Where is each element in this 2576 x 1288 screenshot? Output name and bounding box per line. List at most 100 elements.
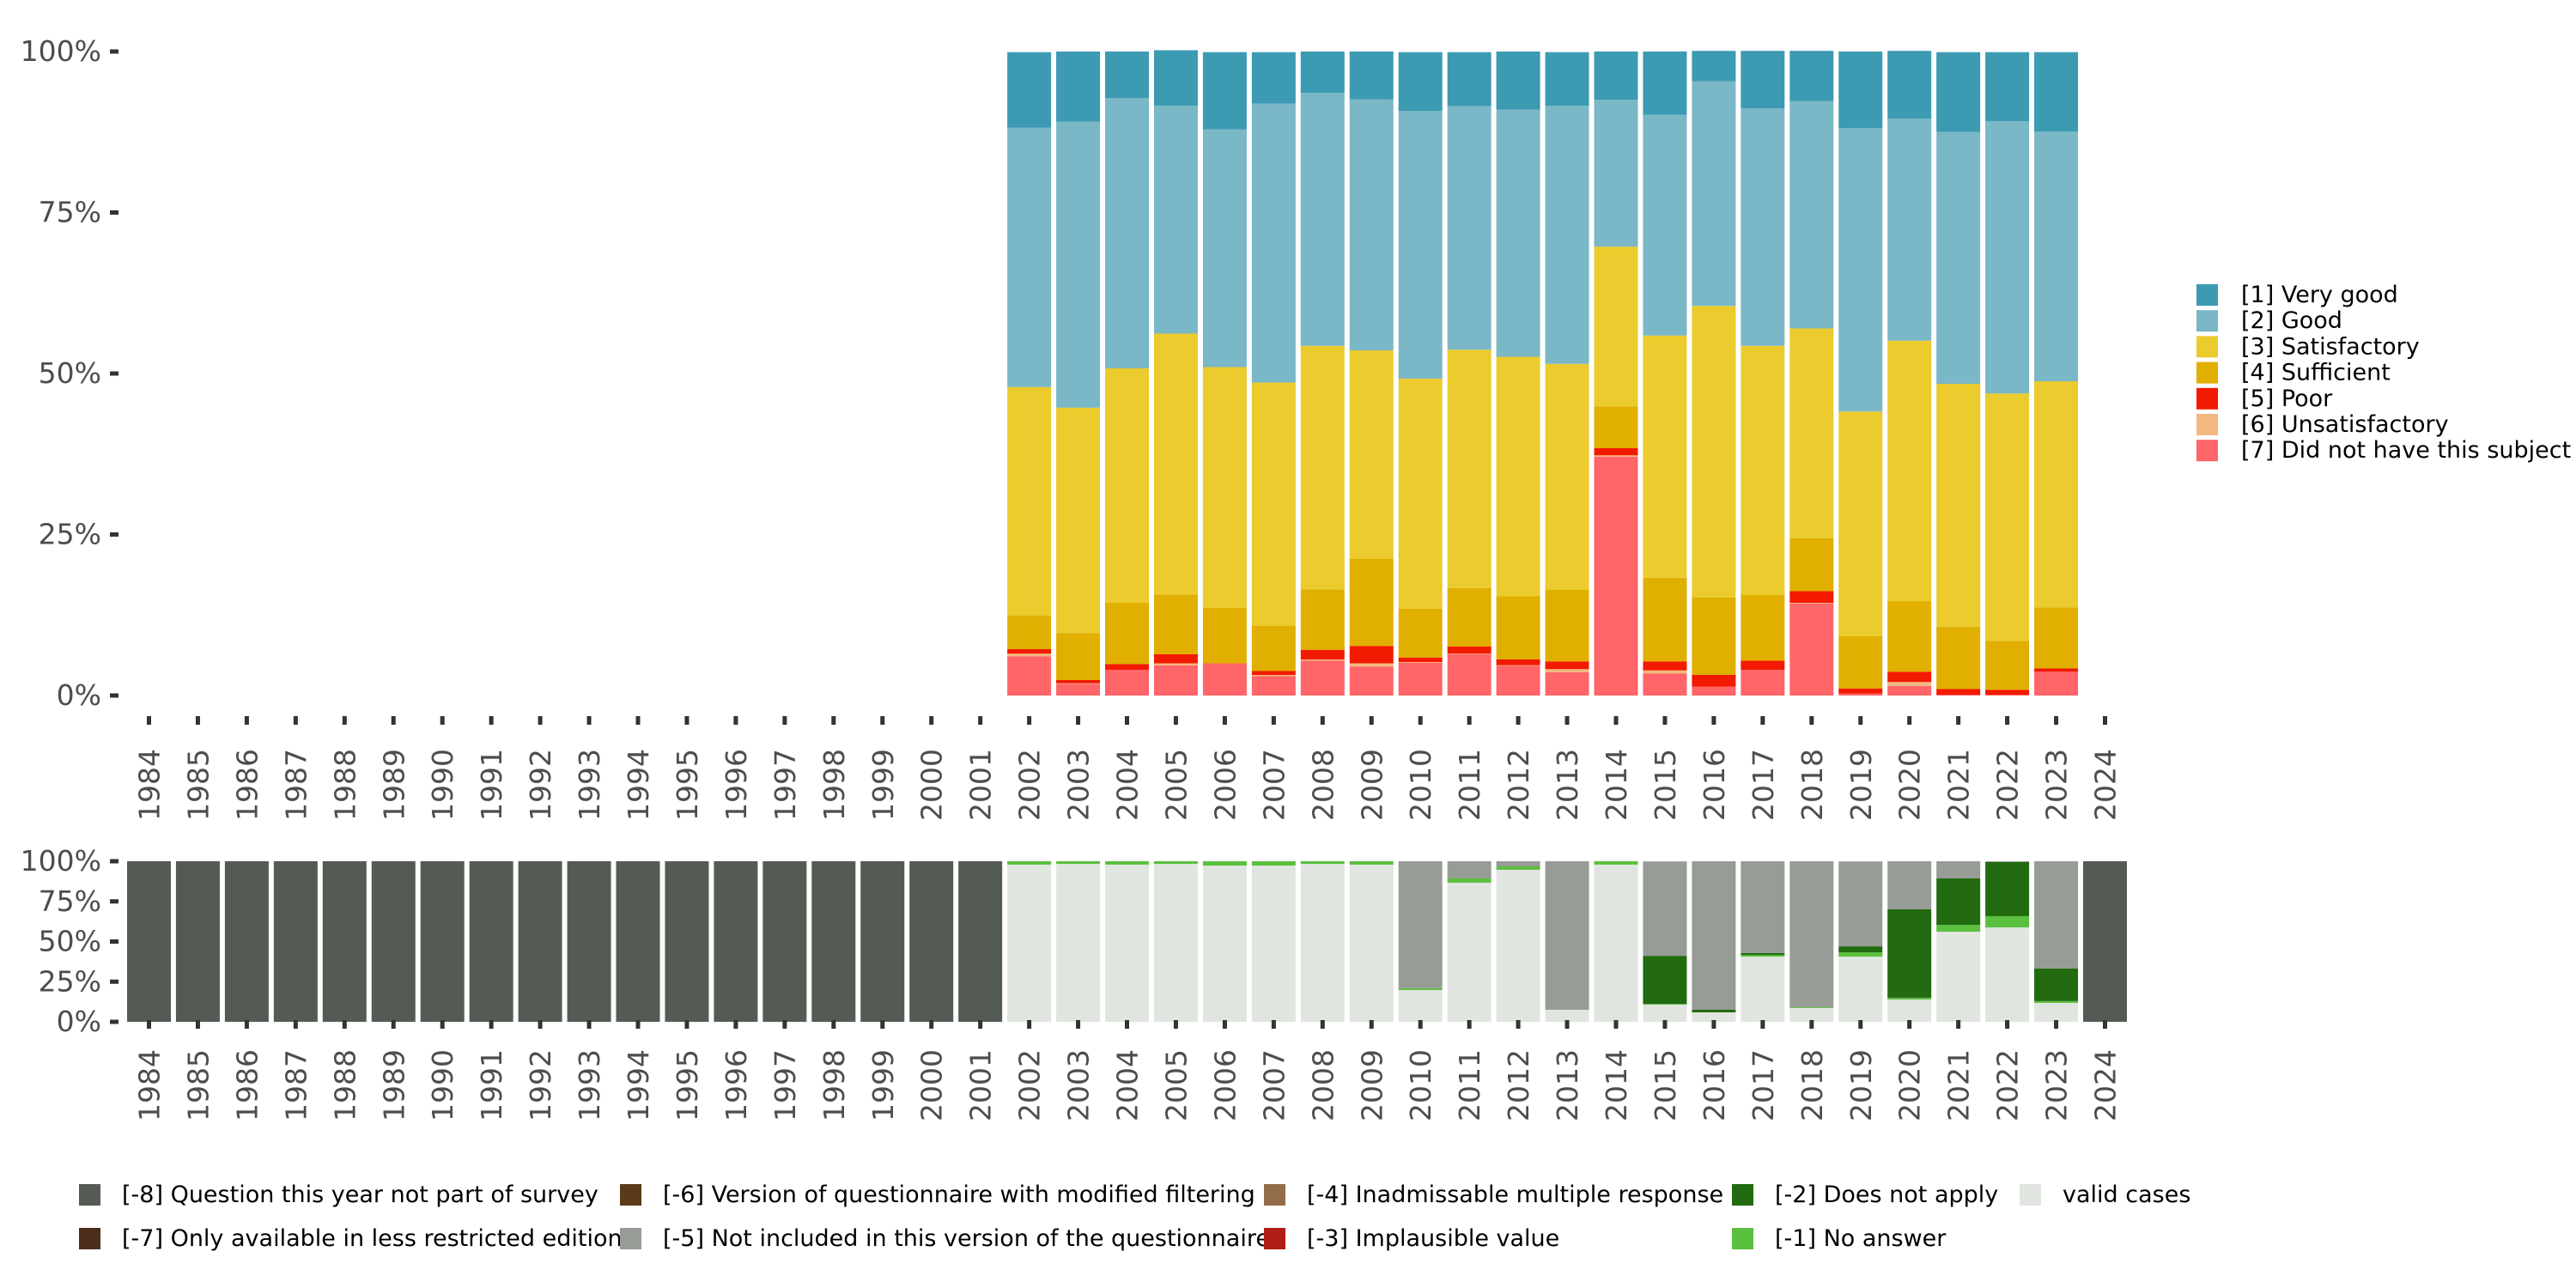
x-tick-label-1999: 1999 [866, 749, 900, 821]
bar-segment-2014-7-did-not-have-this-subject [1594, 456, 1638, 696]
bar-segment-2009-3-satisfactory [1349, 350, 1394, 559]
bar-segment-2019-3-satisfactory [1838, 411, 1883, 636]
bar-segment-2022-5-not-included-in-this-version-of-the-questionnaire [1985, 861, 2030, 862]
bar-segment-2008-1-no-answer [1300, 861, 1345, 864]
bar-segment-2010-2-good [1398, 111, 1443, 379]
x-tick-mark [2054, 1020, 2059, 1029]
bar-segment-2014-6-unsatisfactory [1594, 455, 1638, 457]
bar-segment-2019-5-not-included-in-this-version-of-the-questionnaire [1838, 861, 1883, 947]
bar-segment-2016-5-poor [1692, 675, 1736, 687]
x-tick-mark [195, 1020, 200, 1029]
bar-segment-1997-8-question-this-year-not-part-of-survey [762, 861, 807, 1022]
top-chart-grades: 0% 25% 50% 75% 100% 1984 1985 1986 1987 1988 1989 1… [21, 34, 2123, 821]
bar-segment-1992-8-question-this-year-not-part-of-survey [518, 861, 562, 1022]
x-tick-label-2018: 2018 [1795, 1049, 1829, 1121]
x-tick-label-2009: 2009 [1355, 1049, 1388, 1121]
y-tick-mark [110, 1019, 118, 1024]
x-tick-label-2005: 2005 [1159, 749, 1193, 821]
x-tick-label-1991: 1991 [475, 1049, 508, 1121]
bar-segment-2004-3-satisfactory [1105, 368, 1149, 603]
bar-segment-2022-4-sufficient [1985, 641, 2030, 690]
bar-segment-2008-3-satisfactory [1300, 345, 1345, 590]
x-tick-mark [1711, 716, 1716, 725]
x-tick-mark [586, 716, 592, 725]
x-tick-mark [1027, 716, 1032, 725]
legend-swatch [2196, 440, 2218, 462]
bar-segment-2002-5-poor [1007, 649, 1052, 654]
legend-label: [-7] Only available in less restricted e… [122, 1225, 623, 1252]
x-tick-mark [147, 716, 151, 725]
x-tick-label-1989: 1989 [377, 749, 410, 821]
legend-label: [7] Did not have this subject [2241, 437, 2571, 464]
bar-segment-2009-5-poor [1349, 646, 1394, 664]
x-tick-mark [1809, 1020, 1814, 1029]
x-tick-label-2017: 2017 [1747, 1049, 1780, 1121]
x-tick-mark [880, 1020, 885, 1029]
bar-segment-2006-7-did-not-have-this-subject [1202, 663, 1247, 696]
bar-segment-2017-1-no-answer [1741, 955, 1785, 957]
bar-segment-2010-valid-cases [1398, 989, 1443, 1022]
bar-segment-2020-2-good [1887, 118, 1932, 341]
bar-segment-2017-3-satisfactory [1741, 345, 1785, 595]
x-tick-mark [1076, 716, 1081, 725]
bar-segment-2007-valid-cases [1251, 866, 1296, 1022]
x-tick-label-1993: 1993 [573, 749, 606, 821]
bar-segment-2017-2-good [1741, 108, 1785, 346]
bar-segment-2008-7-did-not-have-this-subject [1300, 660, 1345, 696]
bar-segment-2019-2-does-not-apply [1838, 946, 1883, 953]
x-tick-mark [635, 1020, 641, 1029]
bar-segment-2011-5-not-included-in-this-version-of-the-questionnaire [1447, 861, 1492, 879]
x-tick-mark [1467, 716, 1472, 725]
x-tick-label-1985: 1985 [181, 749, 215, 821]
x-tick-label-2007: 2007 [1257, 1049, 1291, 1121]
bar-segment-2018-1-no-answer [1789, 1006, 1834, 1008]
bar-segment-2023-7-did-not-have-this-subject [2034, 671, 2079, 696]
legend-swatch [2196, 361, 2218, 384]
x-tick-label-2010: 2010 [1404, 1049, 1437, 1121]
x-tick-label-2002: 2002 [1013, 749, 1047, 821]
x-tick-label-1994: 1994 [622, 1049, 655, 1121]
bar-segment-2003-2-good [1056, 121, 1101, 408]
y-tick-mark [110, 49, 118, 54]
x-tick-label-2022: 2022 [1991, 1049, 2025, 1121]
bar-segment-2005-3-satisfactory [1153, 333, 1198, 595]
bar-segment-2019-4-sufficient [1838, 636, 1883, 689]
bar-segment-2013-2-good [1545, 106, 1589, 364]
bar-segment-2012-2-good [1496, 109, 1540, 357]
x-tick-label-1990: 1990 [426, 1049, 459, 1121]
bar-segment-2021-7-did-not-have-this-subject [1936, 695, 1981, 696]
x-tick-mark [978, 1020, 983, 1029]
x-tick-mark [1564, 716, 1570, 725]
x-tick-label-2004: 2004 [1111, 1049, 1145, 1121]
x-tick-label-2014: 2014 [1600, 1049, 1633, 1121]
bar-segment-2008-2-good [1300, 93, 1345, 346]
y-tick-label: 50% [39, 356, 101, 390]
y-tick-label: 50% [39, 925, 101, 958]
x-tick-label-2017: 2017 [1747, 749, 1780, 821]
bar-segment-2002-6-unsatisfactory [1007, 653, 1052, 657]
bar-segment-2009-1-no-answer [1349, 861, 1394, 865]
x-tick-label-2013: 2013 [1551, 749, 1584, 821]
bar-segment-2002-1-very-good [1007, 52, 1052, 128]
x-tick-mark [1516, 716, 1521, 725]
bar-segment-2023-3-satisfactory [2034, 381, 2079, 608]
x-tick-label-1984: 1984 [133, 749, 167, 821]
bar-segment-2005-1-no-answer [1153, 861, 1198, 864]
x-tick-label-2024: 2024 [2089, 1049, 2123, 1121]
bar-segment-2023-2-good [2034, 131, 2079, 381]
bar-segment-2019-valid-cases [1838, 957, 1883, 1022]
x-tick-label-2021: 2021 [1942, 749, 1976, 821]
bar-segment-2020-7-did-not-have-this-subject [1887, 685, 1932, 696]
bar-segment-2003-1-very-good [1056, 52, 1101, 122]
x-tick-label-1997: 1997 [769, 1049, 802, 1121]
bar-segment-2019-7-did-not-have-this-subject [1838, 693, 1883, 696]
legend-label: valid cases [2063, 1182, 2190, 1208]
bar-segment-2007-2-good [1251, 103, 1296, 383]
bar-segment-2015-7-did-not-have-this-subject [1643, 673, 1687, 696]
bar-segment-2016-1-very-good [1692, 51, 1736, 82]
x-tick-mark [440, 1020, 445, 1029]
bar-segment-2014-2-good [1594, 100, 1638, 247]
legend-label: [2] Good [2241, 307, 2342, 334]
x-tick-mark [2103, 1020, 2107, 1029]
bar-segment-2020-6-unsatisfactory [1887, 682, 1932, 686]
